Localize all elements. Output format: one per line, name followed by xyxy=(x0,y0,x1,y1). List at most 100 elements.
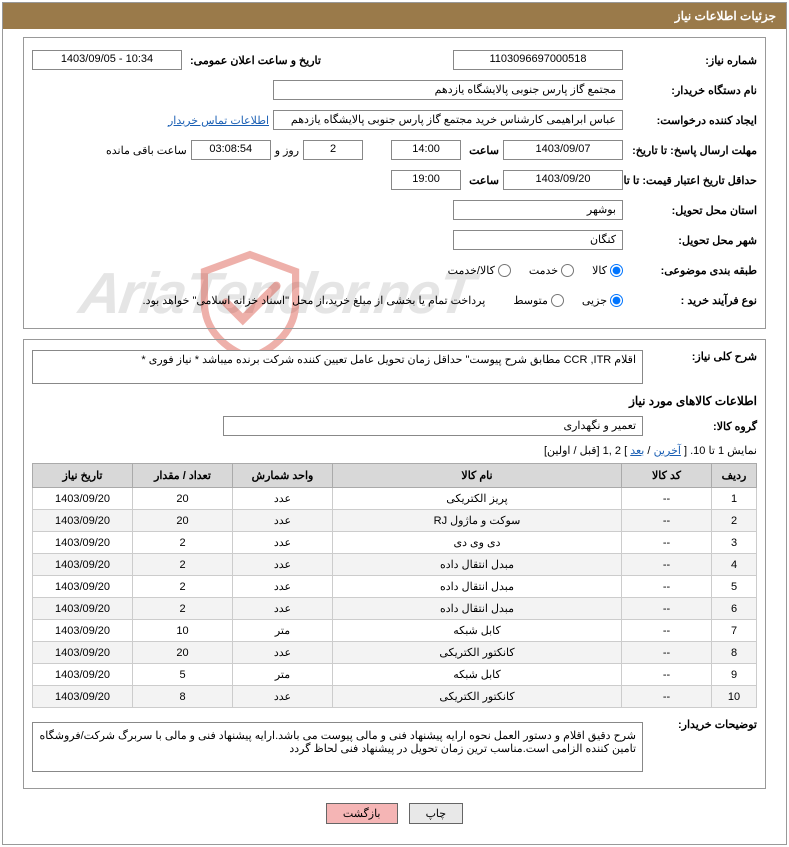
details-fieldset: شماره نیاز: 1103096697000518 تاریخ و ساع… xyxy=(23,37,766,329)
cell-date: 1403/09/20 xyxy=(33,642,133,664)
pagination-suffix: ] 2 ,1 [قبل / اولین] xyxy=(544,445,627,457)
buyer-notes-value: شرح دقیق اقلام و دستور العمل نحوه ارایه … xyxy=(32,722,643,772)
cell-date: 1403/09/20 xyxy=(33,598,133,620)
validity-time-value: 19:00 xyxy=(391,170,461,190)
radio-medium-input[interactable] xyxy=(551,294,564,307)
general-desc-label: شرح کلی نیاز: xyxy=(647,350,757,363)
cell-name: دی وی دی xyxy=(333,532,622,554)
cell-qty: 5 xyxy=(133,664,233,686)
cell-code: -- xyxy=(622,488,712,510)
cell-n: 10 xyxy=(712,686,757,708)
cell-code: -- xyxy=(622,642,712,664)
requester-label: ایجاد کننده درخواست: xyxy=(627,114,757,127)
goods-group-value: تعمیر و نگهداری xyxy=(223,416,643,436)
cell-unit: عدد xyxy=(233,686,333,708)
back-button[interactable]: بازگشت xyxy=(326,803,398,824)
radio-goods-service-input[interactable] xyxy=(498,264,511,277)
need-number-label: شماره نیاز: xyxy=(627,54,757,67)
th-name: نام کالا xyxy=(333,464,622,488)
cell-unit: عدد xyxy=(233,554,333,576)
table-row: 9--کابل شبکهمتر51403/09/20 xyxy=(33,664,757,686)
cell-name: کانکتور الکتریکی xyxy=(333,642,622,664)
description-fieldset: شرح کلی نیاز: اقلام CCR ,ITR مطابق شرح پ… xyxy=(23,339,766,789)
buyer-org-value: مجتمع گاز پارس جنوبی پالایشگاه یازدهم xyxy=(273,80,623,100)
th-row: ردیف xyxy=(712,464,757,488)
radio-goods-label: کالا xyxy=(592,264,607,277)
cell-n: 4 xyxy=(712,554,757,576)
remaining-label: ساعت باقی مانده xyxy=(106,144,187,157)
cell-date: 1403/09/20 xyxy=(33,488,133,510)
cell-name: سوکت و ماژول RJ xyxy=(333,510,622,532)
table-row: 1--پریز الکتریکیعدد201403/09/20 xyxy=(33,488,757,510)
time-label-1: ساعت xyxy=(465,144,499,157)
buyer-contact-link[interactable]: اطلاعات تماس خریدار xyxy=(168,114,269,127)
th-qty: تعداد / مقدار xyxy=(133,464,233,488)
cell-qty: 20 xyxy=(133,510,233,532)
pagination-bar: نمایش 1 تا 10. [ آخرین / بعد ] 2 ,1 [قبل… xyxy=(32,444,757,457)
cell-name: مبدل انتقال داده xyxy=(333,598,622,620)
radio-medium[interactable]: متوسط xyxy=(513,294,564,307)
cell-unit: متر xyxy=(233,664,333,686)
cell-name: کانکتور الکتریکی xyxy=(333,686,622,708)
pagination-next-link[interactable]: بعد xyxy=(630,445,644,457)
cell-name: پریز الکتریکی xyxy=(333,488,622,510)
cell-unit: عدد xyxy=(233,642,333,664)
radio-medium-label: متوسط xyxy=(513,294,548,307)
radio-partial-label: جزیی xyxy=(582,294,607,307)
table-row: 6--مبدل انتقال دادهعدد21403/09/20 xyxy=(33,598,757,620)
radio-partial[interactable]: جزیی xyxy=(582,294,623,307)
buyer-org-label: نام دستگاه خریدار: xyxy=(627,84,757,97)
goods-info-title: اطلاعات کالاهای مورد نیاز xyxy=(32,394,757,408)
radio-service[interactable]: خدمت xyxy=(529,264,574,277)
cell-unit: عدد xyxy=(233,532,333,554)
print-button[interactable]: چاپ xyxy=(409,803,464,824)
cell-qty: 20 xyxy=(133,642,233,664)
cell-unit: عدد xyxy=(233,576,333,598)
cell-date: 1403/09/20 xyxy=(33,620,133,642)
table-row: 10--کانکتور الکتریکیعدد81403/09/20 xyxy=(33,686,757,708)
cell-code: -- xyxy=(622,576,712,598)
th-unit: واحد شمارش xyxy=(233,464,333,488)
table-row: 7--کابل شبکهمتر101403/09/20 xyxy=(33,620,757,642)
cell-n: 1 xyxy=(712,488,757,510)
table-row: 8--کانکتور الکتریکیعدد201403/09/20 xyxy=(33,642,757,664)
general-desc-value: اقلام CCR ,ITR مطابق شرح پیوست" حداقل زم… xyxy=(32,350,643,384)
process-type-label: نوع فرآیند خرید : xyxy=(627,294,757,307)
radio-service-label: خدمت xyxy=(529,264,558,277)
radio-partial-input[interactable] xyxy=(610,294,623,307)
cell-date: 1403/09/20 xyxy=(33,554,133,576)
category-label: طبقه بندی موضوعی: xyxy=(627,264,757,277)
cell-date: 1403/09/20 xyxy=(33,664,133,686)
province-label: استان محل تحویل: xyxy=(627,204,757,217)
cell-unit: عدد xyxy=(233,488,333,510)
cell-code: -- xyxy=(622,510,712,532)
cell-code: -- xyxy=(622,686,712,708)
cell-name: کابل شبکه xyxy=(333,664,622,686)
requester-value: عباس ابراهیمی کارشناس خرید مجتمع گاز پار… xyxy=(273,110,623,130)
cell-n: 3 xyxy=(712,532,757,554)
time-label-2: ساعت xyxy=(465,174,499,187)
table-row: 3--دی وی دیعدد21403/09/20 xyxy=(33,532,757,554)
cell-n: 8 xyxy=(712,642,757,664)
table-row: 5--مبدل انتقال دادهعدد21403/09/20 xyxy=(33,576,757,598)
cell-date: 1403/09/20 xyxy=(33,532,133,554)
cell-qty: 8 xyxy=(133,686,233,708)
radio-goods-service[interactable]: کالا/خدمت xyxy=(448,264,511,277)
days-count-value: 2 xyxy=(303,140,363,160)
city-value: کنگان xyxy=(453,230,623,250)
need-number-value: 1103096697000518 xyxy=(453,50,623,70)
response-deadline-label: مهلت ارسال پاسخ: تا تاریخ: xyxy=(627,144,757,157)
th-code: کد کالا xyxy=(622,464,712,488)
radio-service-input[interactable] xyxy=(561,264,574,277)
response-time-value: 14:00 xyxy=(391,140,461,160)
process-note: پرداخت تمام یا بخشی از مبلغ خرید،از محل … xyxy=(143,294,486,307)
radio-goods[interactable]: کالا xyxy=(592,264,623,277)
pagination-sep: / xyxy=(644,445,650,457)
cell-unit: عدد xyxy=(233,510,333,532)
goods-table: ردیف کد کالا نام کالا واحد شمارش تعداد /… xyxy=(32,463,757,708)
page-header: جزئیات اطلاعات نیاز xyxy=(3,3,786,29)
pagination-last-link[interactable]: آخرین xyxy=(654,445,681,457)
radio-goods-input[interactable] xyxy=(610,264,623,277)
cell-n: 2 xyxy=(712,510,757,532)
cell-qty: 2 xyxy=(133,532,233,554)
